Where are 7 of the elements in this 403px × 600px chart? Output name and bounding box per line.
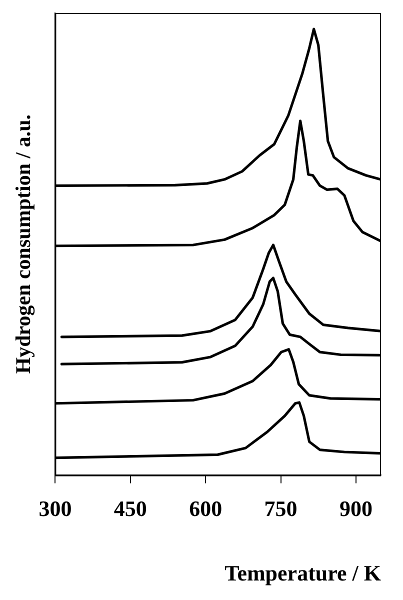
x-tick-label: 450 xyxy=(114,496,147,522)
x-tick-label: 900 xyxy=(339,496,372,522)
y-axis-title: Hydrogen consumption / a.u. xyxy=(11,114,36,374)
x-tick-label: 300 xyxy=(38,496,72,522)
x-axis-title: Temperature / K xyxy=(224,560,381,586)
x-tick-label: 750 xyxy=(264,496,298,522)
x-tick-label: 600 xyxy=(189,496,222,522)
